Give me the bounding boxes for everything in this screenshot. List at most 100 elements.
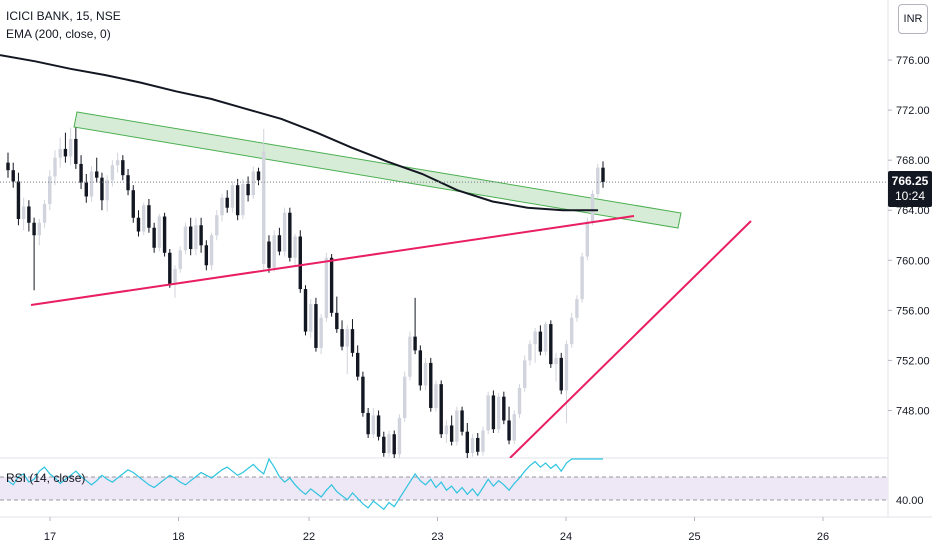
candle-body <box>387 434 391 453</box>
candle-body <box>230 185 235 208</box>
candle <box>209 232 214 271</box>
time-tick-label: 24 <box>560 531 572 543</box>
candle <box>538 325 543 356</box>
candle <box>241 178 245 219</box>
ema-legend[interactable]: EMA (200, close, 0) <box>6 27 111 41</box>
candle <box>89 166 94 202</box>
candle-body <box>507 420 511 441</box>
trendline-layer[interactable] <box>30 215 752 458</box>
price-tick-label: 764.00 <box>896 205 930 217</box>
candle <box>601 161 605 188</box>
candle <box>512 410 516 445</box>
candle <box>256 167 261 186</box>
time-axis[interactable]: 17 18 22 23 24 25 26 <box>44 517 829 543</box>
rising-trendline <box>509 220 752 458</box>
candle-body <box>115 160 120 166</box>
candle-body <box>543 324 548 352</box>
candle-body <box>267 241 271 268</box>
candle <box>262 128 266 271</box>
candle <box>16 172 21 226</box>
candle-body <box>554 357 558 365</box>
candle-body <box>16 181 21 219</box>
candle-body <box>455 410 459 442</box>
candle-body <box>105 180 109 201</box>
candle-body <box>564 344 569 391</box>
candle-body <box>601 167 605 183</box>
candle-body <box>121 160 125 176</box>
candle-body <box>418 350 423 386</box>
candle <box>162 212 167 257</box>
candle-body <box>392 434 396 455</box>
candle-body <box>95 171 99 178</box>
candle <box>74 127 78 169</box>
candle <box>147 198 151 233</box>
candle <box>361 371 365 417</box>
candle-body <box>314 304 318 348</box>
candle <box>188 217 193 256</box>
rsi-legend[interactable]: RSI (14, close) <box>6 471 86 485</box>
candle <box>272 230 276 272</box>
candle <box>21 197 26 231</box>
price-tick-label: 756.00 <box>896 305 930 317</box>
candle-body <box>345 329 349 347</box>
candle <box>168 249 172 288</box>
candle-body <box>408 336 412 377</box>
candle-body <box>21 206 26 219</box>
candle-body <box>110 165 115 181</box>
candle <box>465 422 469 458</box>
candle-body <box>188 226 193 250</box>
candle-body <box>262 151 266 265</box>
candle <box>491 390 496 433</box>
candle-body <box>355 352 360 377</box>
symbol-legend[interactable]: ICICI BANK, 15, NSE <box>6 9 121 23</box>
candle <box>392 430 396 458</box>
candle <box>136 210 141 237</box>
drawing-layer <box>73 111 682 229</box>
candle-body <box>277 235 282 252</box>
candle-body <box>272 235 276 268</box>
candle-body <box>449 425 454 442</box>
candle-body <box>48 176 52 204</box>
price-axis[interactable]: 748.00 752.00 756.00 760.00 764.00 768.00 772.… <box>888 55 930 507</box>
candle <box>277 227 282 256</box>
currency-badge[interactable]: INR <box>898 4 928 34</box>
candle <box>32 217 36 291</box>
candle <box>590 190 595 226</box>
bar-countdown: 10:24 <box>894 189 926 203</box>
candle-body <box>288 212 292 258</box>
candle-body <box>350 329 355 353</box>
rsi-tick-label: 40.00 <box>896 495 924 507</box>
candle <box>418 345 423 391</box>
ema-200-line <box>0 54 598 212</box>
candle-body <box>549 324 553 365</box>
candle <box>121 155 125 181</box>
candle-body <box>215 215 219 236</box>
candle <box>408 331 412 381</box>
candle-body <box>575 299 579 318</box>
candle <box>340 320 344 351</box>
candle <box>564 340 569 423</box>
support-trendline <box>30 215 635 306</box>
candle <box>298 230 302 293</box>
candle <box>115 152 120 173</box>
candle-body <box>11 170 15 182</box>
time-tick-label: 18 <box>172 531 184 543</box>
candle <box>183 222 188 255</box>
last-price-value: 766.25 <box>891 174 929 188</box>
candle-body <box>246 183 250 196</box>
candle-body <box>168 252 172 285</box>
candle-body <box>89 171 94 197</box>
price-tick-label: 760.00 <box>896 255 930 267</box>
candle <box>569 312 574 348</box>
price-tick-label: 772.00 <box>896 105 930 117</box>
candle <box>293 234 297 266</box>
candle-body <box>6 162 10 171</box>
candle <box>11 162 15 188</box>
price-tick-label: 748.00 <box>896 405 930 417</box>
time-tick-label: 17 <box>44 531 56 543</box>
candle-body <box>183 226 188 251</box>
candle <box>204 240 209 271</box>
candle-body <box>423 362 428 386</box>
candle-body <box>178 250 182 270</box>
